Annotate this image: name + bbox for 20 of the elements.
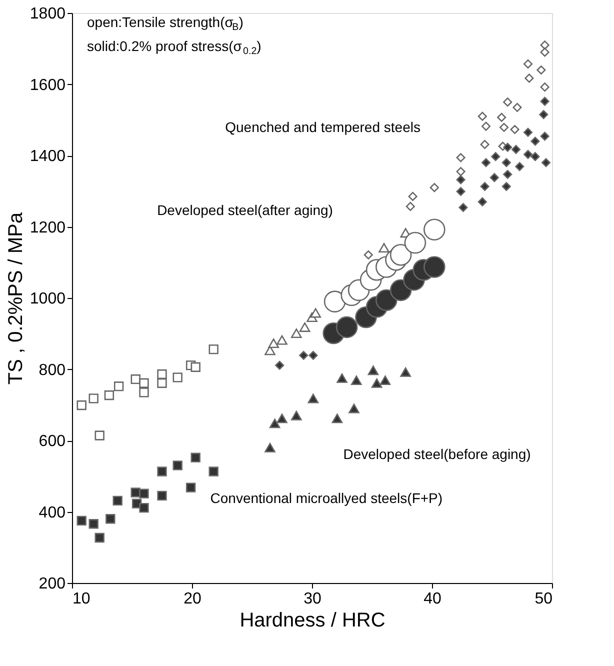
annotation: Developed steel(after aging) — [157, 202, 333, 218]
x-tick-label: 50 — [534, 590, 553, 608]
annotation: Quenched and tempered steels — [225, 119, 420, 135]
x-tick-label: 40 — [424, 590, 442, 608]
y-axis-title: TS , 0.2%PS / MPa — [4, 211, 27, 385]
annotation: Developed steel(before aging) — [343, 446, 531, 462]
y-tick-label: 1800 — [30, 6, 66, 22]
x-tick-label: 30 — [304, 590, 322, 608]
y-tick-label: 400 — [38, 504, 66, 522]
annotation: Conventional microallyed steels(F+P) — [210, 490, 443, 506]
x-tick-label: 20 — [184, 590, 202, 608]
x-tick-label: 10 — [72, 590, 90, 608]
y-tick-label: 1000 — [30, 290, 66, 308]
y-tick-label: 200 — [38, 576, 66, 592]
y-tick-label: 1200 — [30, 219, 66, 236]
y-tick-label: 600 — [38, 433, 66, 450]
y-tick-label: 1600 — [30, 76, 66, 94]
x-axis-title: Hardness / HRC — [240, 610, 386, 632]
y-tick-label: 1400 — [30, 148, 66, 165]
y-tick-label: 800 — [38, 362, 66, 379]
